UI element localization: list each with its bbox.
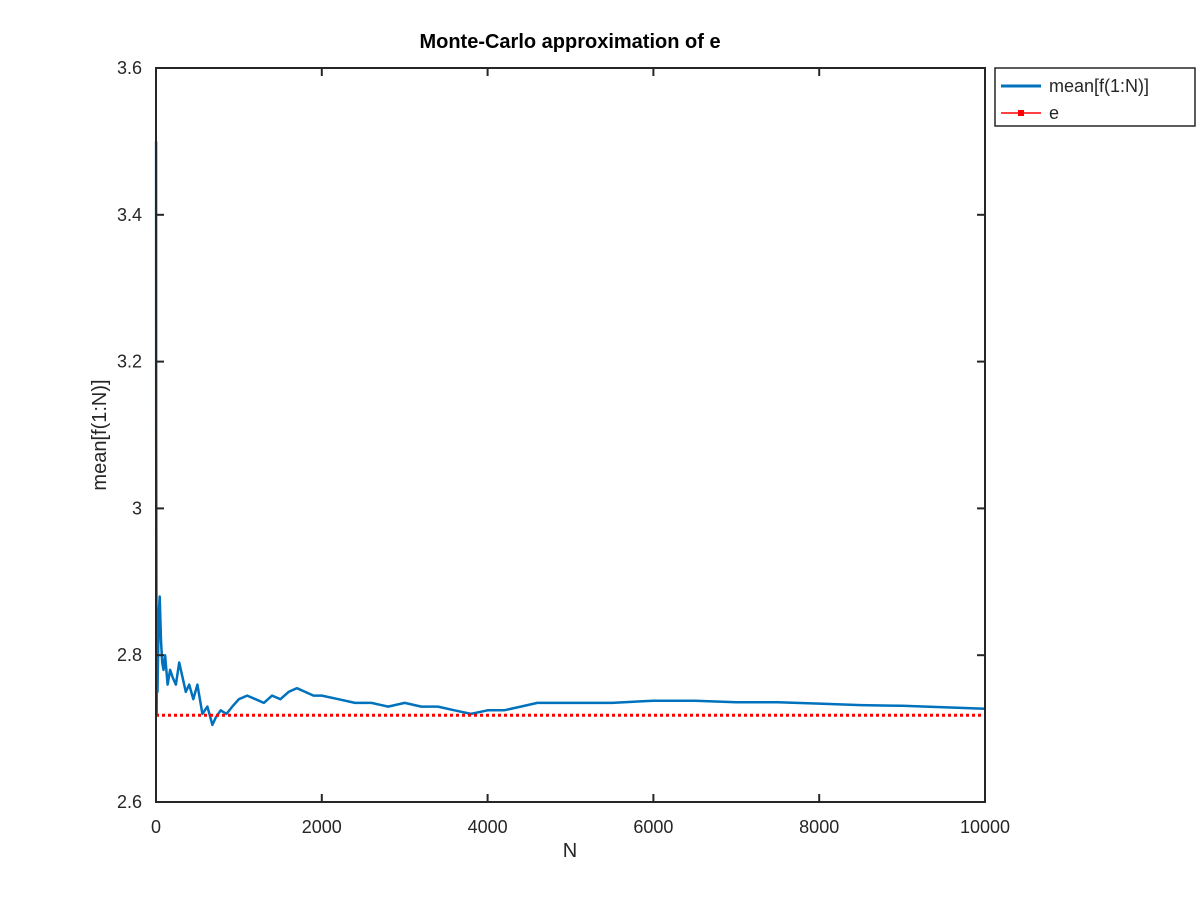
legend-marker-square-1 bbox=[1018, 110, 1024, 116]
plot-area bbox=[156, 68, 985, 802]
x-tick-label: 0 bbox=[151, 817, 161, 837]
x-tick-label: 6000 bbox=[633, 817, 673, 837]
x-axis-label: N bbox=[563, 840, 577, 862]
x-tick-label: 10000 bbox=[960, 817, 1010, 837]
x-tick-label: 8000 bbox=[799, 817, 839, 837]
y-tick-label: 3.2 bbox=[117, 352, 142, 372]
axes-layer: 0 2000 4000 6000 8000 10000 2.6 2.8 3 3.2 3.4 3.6 bbox=[117, 58, 1010, 837]
y-tick-label: 3.6 bbox=[117, 58, 142, 78]
axes-box bbox=[155, 67, 986, 803]
x-tick-label: 2000 bbox=[302, 817, 342, 837]
legend-box bbox=[994, 67, 1196, 127]
y-tick-label: 3.4 bbox=[117, 205, 142, 225]
legend-label-0: mean[f(1:N)] bbox=[1049, 76, 1149, 96]
series-layer bbox=[154, 141, 986, 727]
series-line-0 bbox=[154, 141, 986, 727]
y-tick-label: 2.6 bbox=[117, 792, 142, 812]
x-tick-label: 4000 bbox=[468, 817, 508, 837]
chart-title: Monte-Carlo approximation of e bbox=[419, 31, 720, 53]
legend[interactable]: mean[f(1:N)] e bbox=[994, 67, 1196, 127]
legend-label-1: e bbox=[1049, 103, 1059, 123]
y-axis-label: mean[f(1:N)] bbox=[89, 379, 111, 490]
y-tick-label: 3 bbox=[132, 498, 142, 518]
y-tick-label: 2.8 bbox=[117, 645, 142, 665]
